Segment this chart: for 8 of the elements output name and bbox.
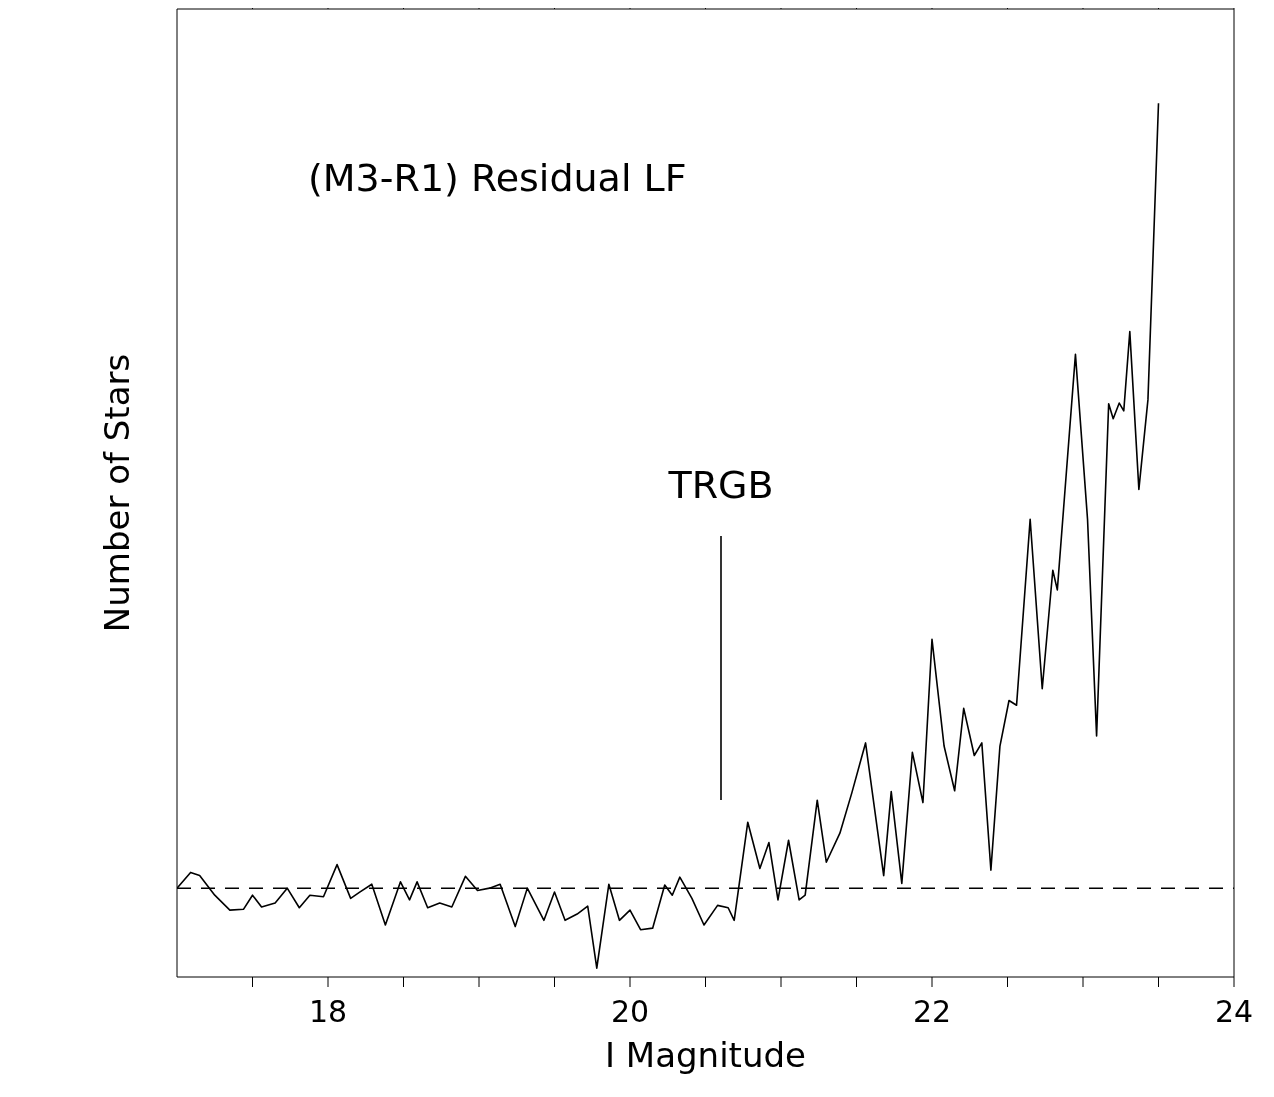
x-tick-label: 18 [308, 994, 348, 1030]
y-axis-title: Number of Stars [97, 353, 138, 633]
x-tick-label: 24 [1214, 994, 1254, 1030]
annotation: TRGB [667, 463, 774, 507]
x-tick-label: 22 [912, 994, 952, 1030]
text: (M3-R1) Residual LF [308, 156, 687, 200]
x-tick-label: 20 [610, 994, 650, 1030]
x-axis-title: I Magnitude [605, 1035, 806, 1075]
